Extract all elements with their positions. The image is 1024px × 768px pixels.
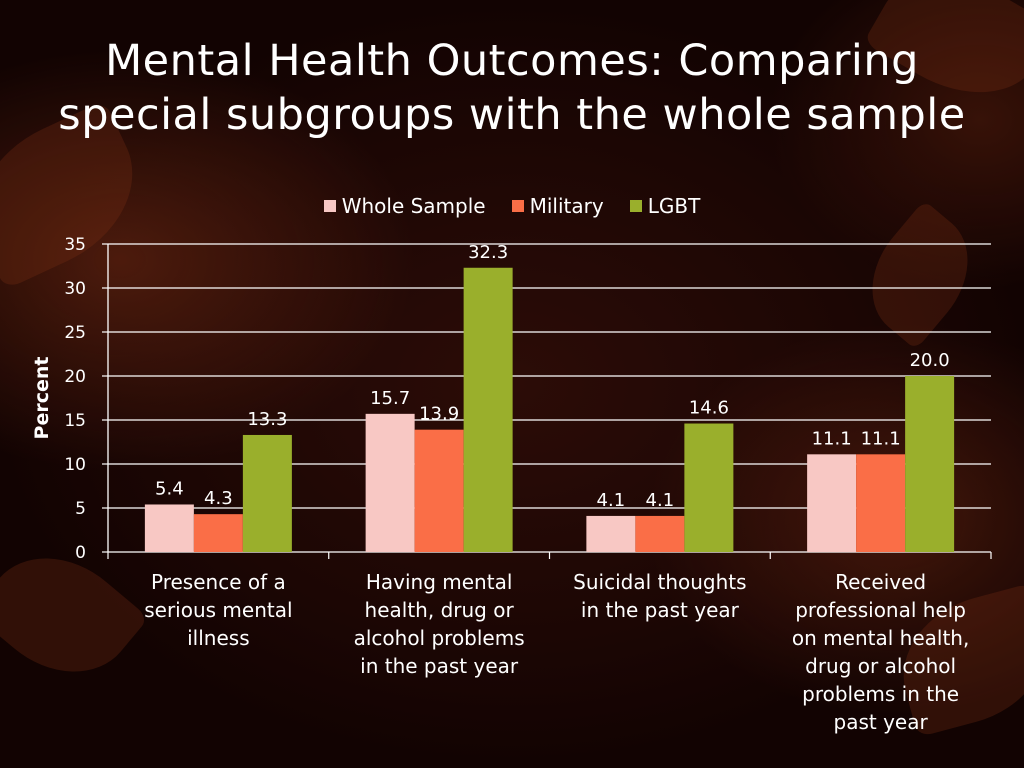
bar-military (635, 515, 685, 552)
x-category-label-line: Received (835, 570, 927, 594)
x-category-label-line: drug or alcohol (805, 654, 957, 678)
data-label-military: 11.1 (861, 428, 901, 449)
data-label-whole-sample: 4.1 (597, 490, 626, 511)
slide-title-line-1: Mental Health Outcomes: Comparing (105, 36, 919, 86)
bar-military (414, 429, 464, 552)
legend-swatch-lgbt (629, 200, 642, 212)
data-label-lgbt: 32.3 (468, 242, 508, 263)
x-category-label: Presence of a serious mental illness (116, 568, 321, 652)
y-tick-label: 30 (64, 279, 86, 299)
x-category-label: Suicidal thoughts in the past year (557, 568, 762, 624)
x-category-label-line: Suicidal thoughts (573, 570, 747, 594)
y-tick-label: 20 (64, 367, 86, 387)
x-category-label-line: serious mental (144, 598, 293, 622)
slide-title-line-2: special subgroups with the whole sample (58, 90, 966, 140)
y-tick-label: 10 (64, 455, 86, 475)
data-labels: 5.4 4.3 13.3 15.7 13.9 32.3 4.1 4.1 14.6 11.1 11.1… (155, 242, 950, 511)
chart-legend: Whole Sample Military LGBT (0, 194, 1024, 218)
bar-lgbt (905, 376, 955, 552)
legend-label-whole-sample: Whole Sample (341, 194, 486, 218)
legend-label-lgbt: LGBT (647, 194, 701, 218)
x-category-label: Received professional help on mental healt… (778, 568, 983, 736)
x-category-label-line: illness (187, 626, 250, 650)
data-label-military: 13.9 (419, 404, 459, 425)
x-category-label-line: problems in the (802, 682, 960, 706)
x-category-label-line: professional help (795, 598, 967, 622)
legend-label-military: Military (529, 194, 604, 218)
y-tick-label: 15 (64, 411, 86, 431)
x-category-label: Having mental health, drug or alcohol prob… (337, 568, 542, 680)
bar-lgbt (684, 423, 734, 552)
x-category-label-line: Presence of a (151, 570, 286, 594)
y-tick-label: 5 (75, 499, 86, 519)
legend-item-whole-sample: Whole Sample (323, 194, 486, 218)
y-axis-title: Percent (31, 357, 53, 440)
x-category-label-line: past year (833, 710, 928, 734)
x-category-label-line: in the past year (580, 598, 739, 622)
y-tick-label: 0 (75, 543, 86, 563)
data-label-military: 4.1 (646, 490, 675, 511)
slide-title: Mental Health Outcomes: Comparing specia… (0, 34, 1024, 142)
x-category-label-line: alcohol problems (353, 626, 525, 650)
data-label-lgbt: 14.6 (689, 398, 729, 419)
y-tick-label: 35 (64, 235, 86, 255)
bars (144, 267, 955, 552)
bar-whole-sample (807, 454, 857, 552)
data-label-whole-sample: 15.7 (370, 388, 410, 409)
legend-item-lgbt: LGBT (629, 194, 701, 218)
data-label-whole-sample: 5.4 (155, 478, 184, 499)
x-category-label-line: on mental health, (791, 626, 970, 650)
bar-military (193, 514, 243, 552)
x-category-label-line: health, drug or (364, 598, 514, 622)
data-label-lgbt: 13.3 (247, 409, 287, 430)
bar-lgbt (242, 434, 292, 552)
bar-whole-sample (586, 515, 636, 552)
legend-swatch-military (511, 200, 524, 212)
bar-lgbt (463, 267, 513, 552)
bar-military (856, 454, 906, 552)
legend-swatch-whole-sample (323, 200, 336, 212)
y-tick-label: 25 (64, 323, 86, 343)
x-category-label-line: Having mental (365, 570, 513, 594)
x-category-label-line: in the past year (360, 654, 519, 678)
data-label-whole-sample: 11.1 (812, 428, 852, 449)
data-label-lgbt: 20.0 (910, 350, 950, 371)
bar-whole-sample (365, 413, 415, 552)
legend-item-military: Military (511, 194, 604, 218)
bar-whole-sample (144, 504, 194, 552)
data-label-military: 4.3 (204, 488, 233, 509)
